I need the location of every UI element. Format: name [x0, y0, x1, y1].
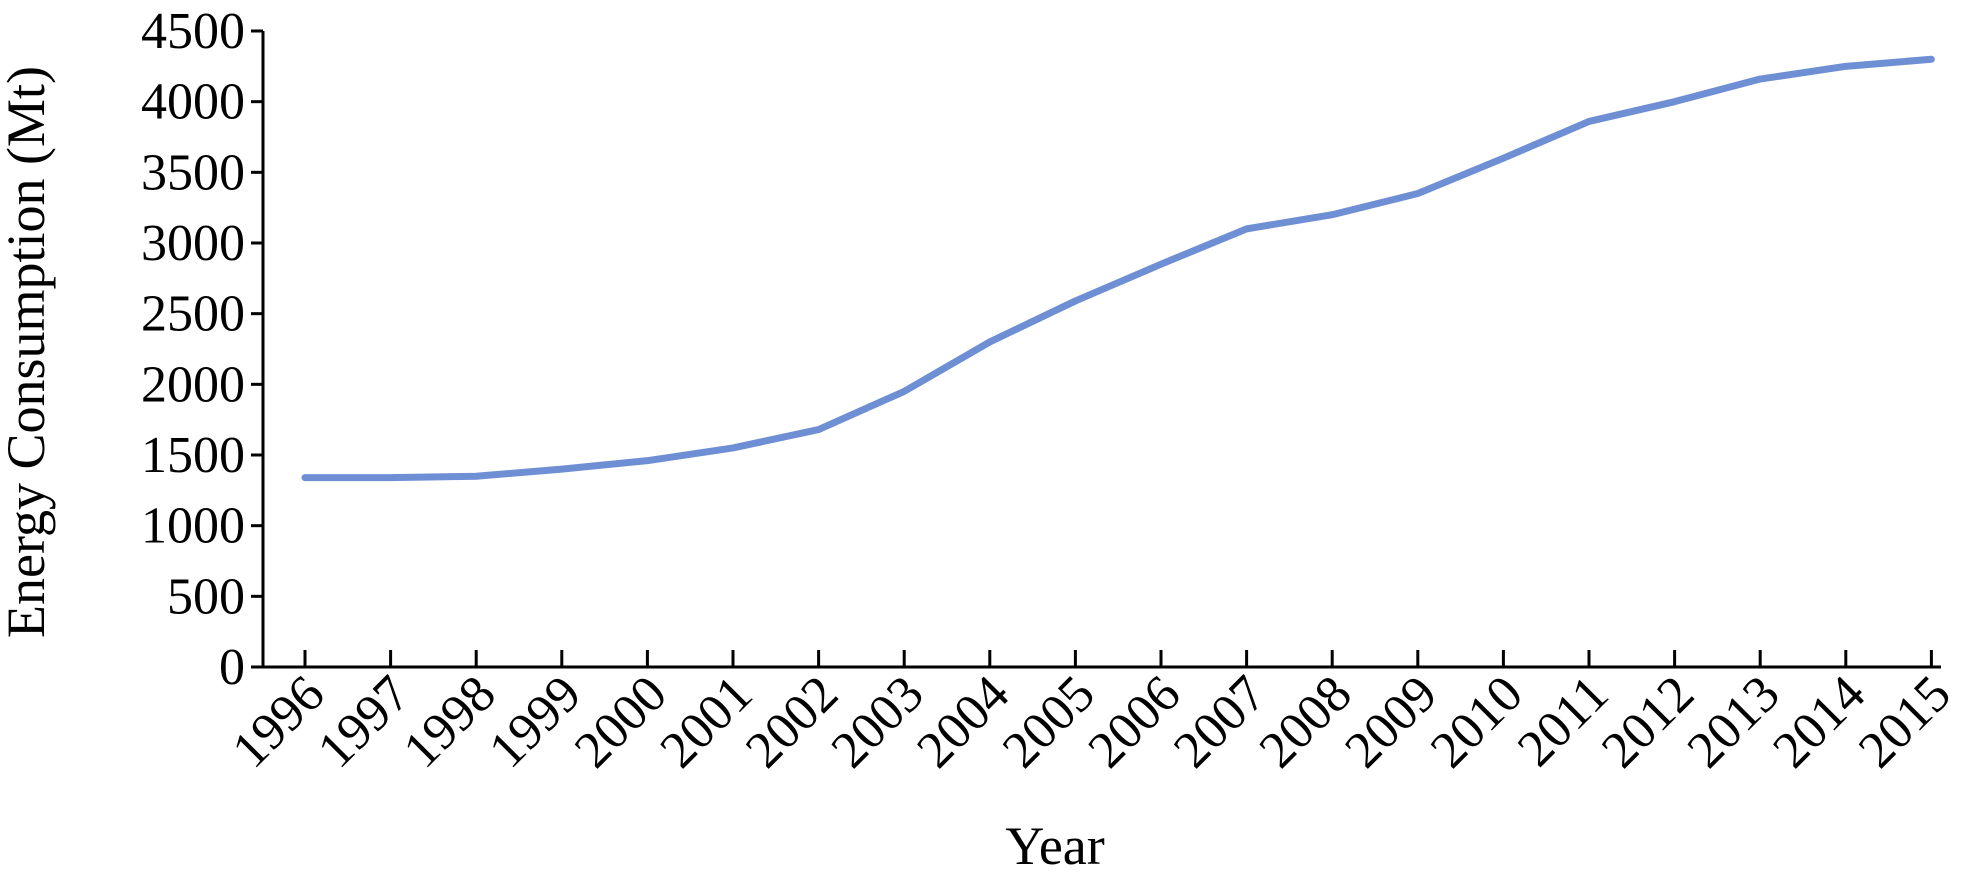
y-tick-label: 3000 [141, 215, 245, 272]
x-tick-label: 2011 [1507, 665, 1619, 777]
x-tick-label: 2004 [906, 665, 1020, 779]
x-tick-label: 2002 [735, 665, 849, 779]
y-tick-label: 500 [167, 568, 245, 625]
x-tick-label: 2012 [1591, 665, 1705, 779]
x-tick-label: 2009 [1334, 665, 1448, 779]
x-axis-label: Year [1005, 816, 1105, 876]
x-tick-label: 2003 [821, 665, 935, 779]
x-tick-label: 2010 [1420, 665, 1534, 779]
y-tick-label: 3500 [141, 144, 245, 201]
y-tick-label: 1000 [141, 498, 245, 555]
y-tick-label: 4500 [141, 3, 245, 60]
x-tick-label: 1999 [478, 665, 592, 779]
x-tick-label: 2015 [1848, 665, 1962, 779]
y-tick-label: 4000 [141, 74, 245, 131]
x-tick-label: 2008 [1249, 665, 1363, 779]
y-tick-label: 2500 [141, 286, 245, 343]
y-tick-label: 2000 [141, 356, 245, 413]
y-tick-label: 1500 [141, 427, 245, 484]
x-tick-label: 2014 [1762, 665, 1876, 779]
data-line [301, 55, 1935, 482]
x-tick-label: 2000 [564, 665, 678, 779]
x-tick-label: 2006 [1078, 665, 1192, 779]
y-tick-label: 0 [219, 639, 245, 696]
x-tick-label: 2005 [992, 665, 1106, 779]
y-axis-label: Energy Consumption (Mt) [0, 66, 56, 638]
x-tick-label: 1998 [393, 665, 507, 779]
x-tick-label: 2007 [1163, 665, 1277, 779]
x-tick-label: 1997 [307, 665, 421, 779]
x-tick-label: 2001 [650, 665, 764, 779]
x-tick-label: 2013 [1677, 665, 1791, 779]
